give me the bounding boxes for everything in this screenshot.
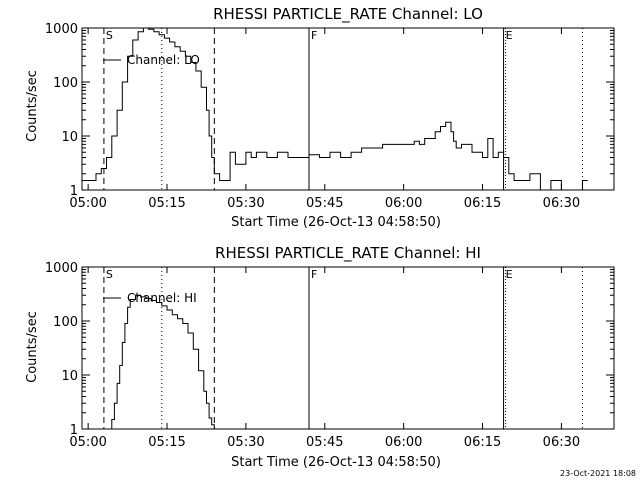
x-axis-label: Start Time (26-Oct-13 04:58:50) [231, 455, 441, 470]
hi-channel-panel: RHESSI PARTICLE_RATE Channel: HI Start T… [25, 244, 615, 470]
x-tick-label: 05:30 [227, 196, 264, 211]
x-tick-label: 05:30 [227, 435, 264, 450]
y-tick-label: 1 [70, 423, 78, 438]
footer-timestamp: 23-Oct-2021 18:08 [560, 469, 636, 478]
y-tick-label: 1000 [45, 22, 78, 37]
axis-ticks: 05:00 05:15 05:30 05:45 06:00 06:15 06:30 1 10 10… [45, 261, 614, 450]
x-tick-label: 05:45 [306, 196, 343, 211]
chart-title: RHESSI PARTICLE_RATE Channel: HI [215, 244, 481, 263]
plot-frame [81, 27, 615, 191]
chart-title: RHESSI PARTICLE_RATE Channel: LO [213, 5, 483, 24]
legend-label: Channel: HI [127, 291, 197, 305]
series-line [109, 294, 215, 430]
plot-frame [81, 266, 615, 430]
x-axis-label: Start Time (26-Oct-13 04:58:50) [231, 215, 441, 230]
x-tick-label: 05:15 [148, 435, 185, 450]
event-marker-label: F [311, 268, 317, 281]
legend: Channel: HI [103, 291, 197, 305]
legend-label: Channel: LO [127, 53, 200, 67]
y-tick-label: 100 [53, 315, 78, 330]
lo-channel-panel: RHESSI PARTICLE_RATE Channel: LO Start T… [25, 5, 615, 230]
y-tick-label: 10 [61, 369, 78, 384]
series-group [109, 294, 215, 430]
x-tick-label: 05:00 [69, 196, 106, 211]
y-tick-label: 10 [61, 130, 78, 145]
event-marker-label: S [106, 29, 113, 42]
x-tick-label: 06:00 [385, 435, 422, 450]
event-marker-label: E [506, 29, 513, 42]
x-tick-label: 06:15 [464, 196, 501, 211]
axis-ticks: 05:00 05:15 05:30 05:45 06:00 06:15 06:30 1 10 10… [45, 22, 614, 211]
y-axis-label: Counts/sec [25, 311, 40, 383]
y-tick-label: 100 [53, 76, 78, 91]
x-tick-label: 05:45 [306, 435, 343, 450]
event-marker-label: S [106, 268, 113, 281]
x-tick-label: 06:15 [464, 435, 501, 450]
y-tick-label: 1000 [45, 261, 78, 276]
series-group [82, 27, 588, 191]
x-tick-label: 06:00 [385, 196, 422, 211]
y-axis-label: Counts/sec [25, 70, 40, 142]
event-marker-label: E [506, 268, 513, 281]
x-tick-label: 05:00 [69, 435, 106, 450]
series-line [82, 27, 588, 191]
y-tick-label: 1 [70, 184, 78, 199]
x-tick-label: 06:30 [543, 196, 580, 211]
legend: Channel: LO [103, 53, 200, 67]
event-marker-label: F [311, 29, 317, 42]
x-tick-label: 05:15 [148, 196, 185, 211]
x-tick-label: 06:30 [543, 435, 580, 450]
